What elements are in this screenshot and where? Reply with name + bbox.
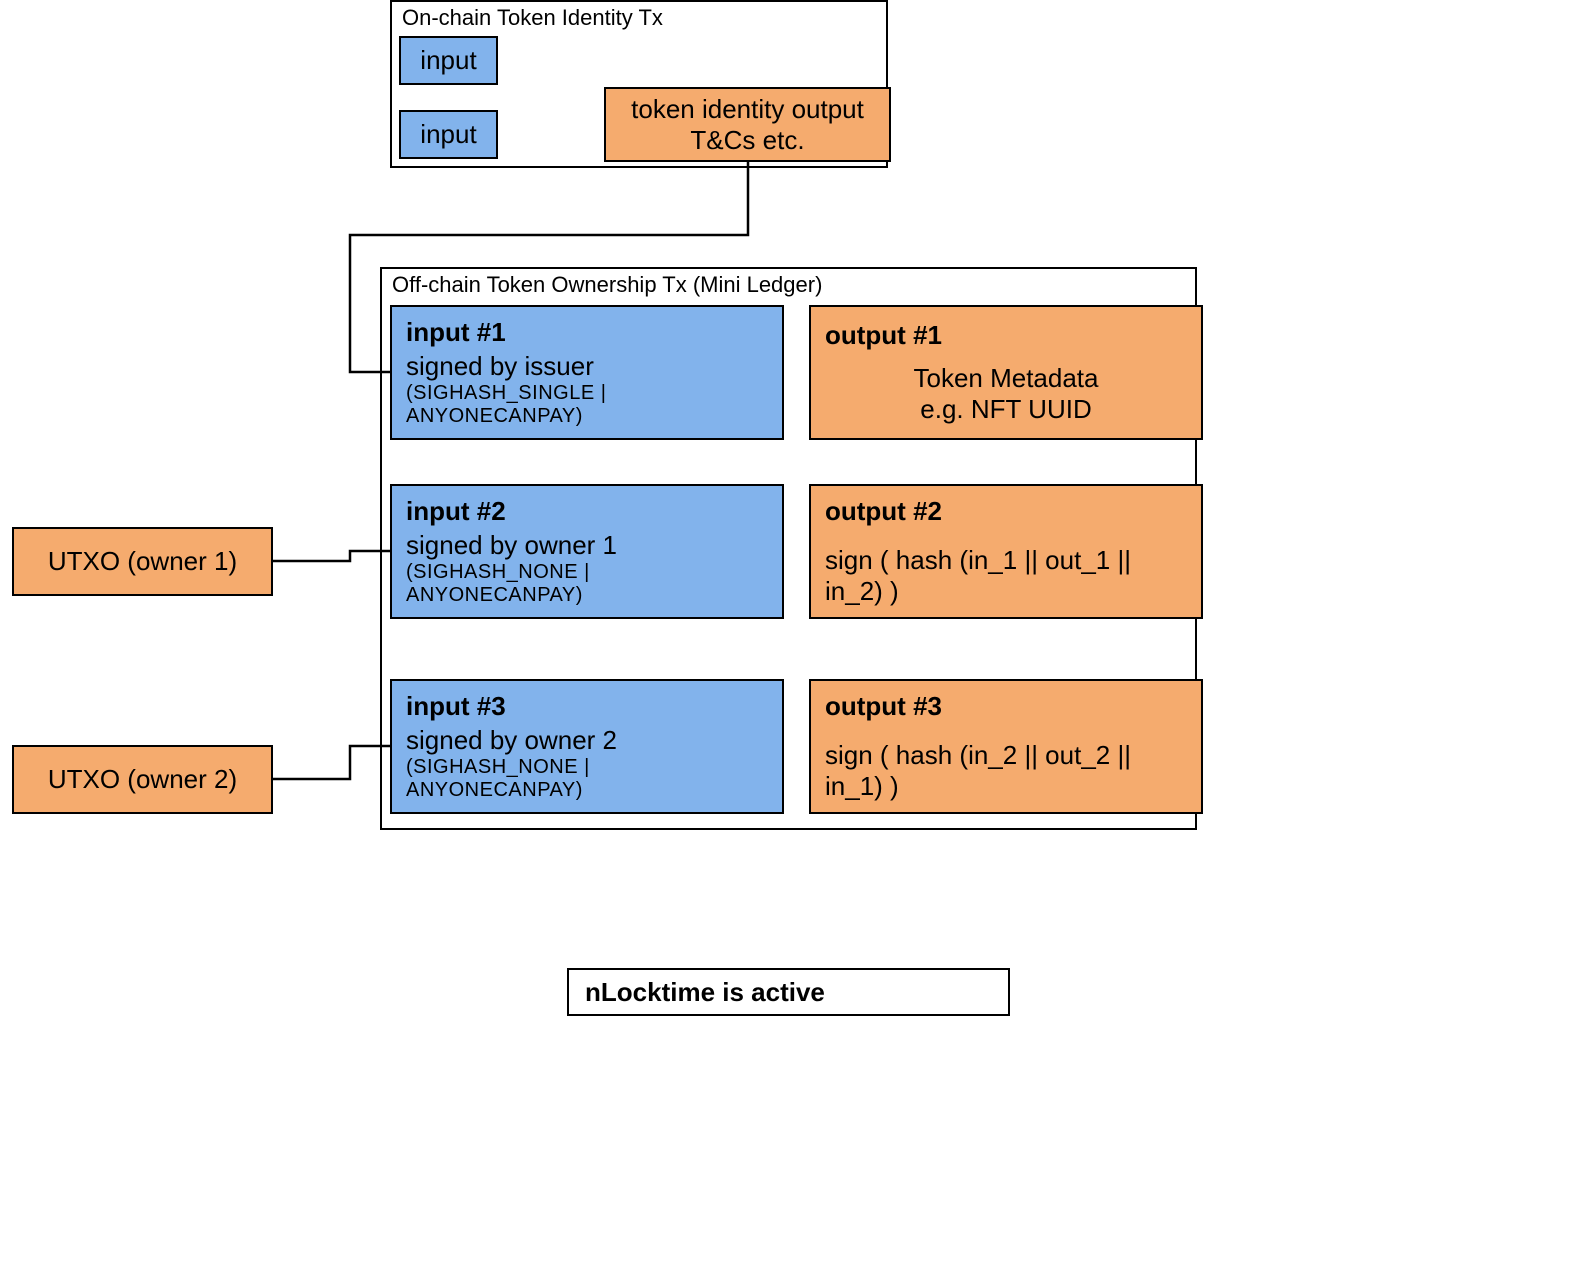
output-3-title: output #3 — [825, 691, 1187, 722]
identity-output-line1: token identity output — [631, 94, 864, 125]
input-2: input #2 signed by owner 1 (SIGHASH_NONE… — [390, 484, 784, 619]
utxo-2: UTXO (owner 2) — [12, 745, 273, 814]
input-1-sighash: (SIGHASH_SINGLE | ANYONECANPAY) — [406, 382, 768, 428]
identity-output-line2: T&Cs etc. — [690, 125, 804, 156]
utxo-1-label: UTXO (owner 1) — [48, 546, 237, 577]
identity-input-2-label: input — [420, 119, 476, 150]
identity-output: token identity output T&Cs etc. — [604, 87, 891, 162]
nlocktime-label: nLocktime is active — [585, 977, 825, 1008]
input-3-sighash: (SIGHASH_NONE | ANYONECANPAY) — [406, 756, 768, 802]
identity-input-1-label: input — [420, 45, 476, 76]
utxo-1: UTXO (owner 1) — [12, 527, 273, 596]
output-2-title: output #2 — [825, 496, 1187, 527]
output-1-line1: Token Metadata — [913, 363, 1098, 394]
output-3-body: sign ( hash (in_2 || out_2 || in_1) ) — [825, 740, 1187, 802]
input-1-signed: signed by issuer — [406, 351, 768, 382]
output-1-line2: e.g. NFT UUID — [920, 394, 1091, 425]
identity-input-1: input — [399, 36, 498, 85]
ownership-tx-header: Off-chain Token Ownership Tx (Mini Ledge… — [392, 272, 822, 298]
input-3-signed: signed by owner 2 — [406, 725, 768, 756]
input-3-title: input #3 — [406, 691, 768, 722]
input-2-sighash: (SIGHASH_NONE | ANYONECANPAY) — [406, 561, 768, 607]
output-2: output #2 sign ( hash (in_1 || out_1 || … — [809, 484, 1203, 619]
input-2-title: input #2 — [406, 496, 768, 527]
input-1: input #1 signed by issuer (SIGHASH_SINGL… — [390, 305, 784, 440]
input-1-title: input #1 — [406, 317, 768, 348]
output-2-body: sign ( hash (in_1 || out_1 || in_2) ) — [825, 545, 1187, 607]
nlocktime-box: nLocktime is active — [567, 968, 1010, 1016]
identity-input-2: input — [399, 110, 498, 159]
input-2-signed: signed by owner 1 — [406, 530, 768, 561]
utxo-2-label: UTXO (owner 2) — [48, 764, 237, 795]
identity-tx-header: On-chain Token Identity Tx — [402, 5, 663, 31]
input-3: input #3 signed by owner 2 (SIGHASH_NONE… — [390, 679, 784, 814]
output-1: output #1 Token Metadata e.g. NFT UUID — [809, 305, 1203, 440]
output-1-title: output #1 — [825, 320, 942, 351]
output-3: output #3 sign ( hash (in_2 || out_2 || … — [809, 679, 1203, 814]
